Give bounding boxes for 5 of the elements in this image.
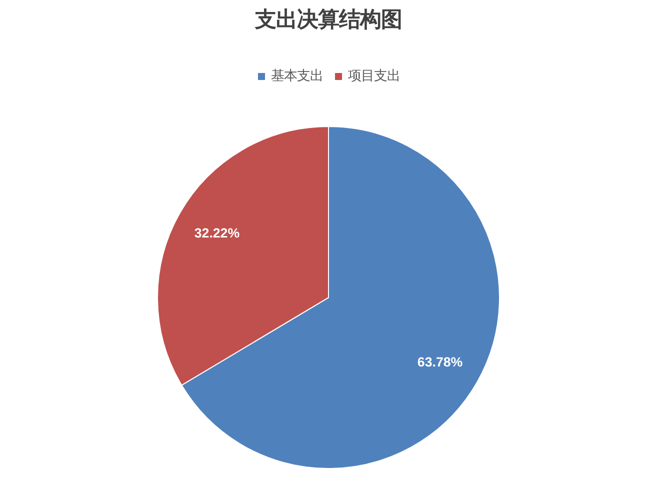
legend-label: 基本支出 <box>271 68 323 85</box>
chart-title: 支出决算结构图 <box>254 8 402 32</box>
legend-label: 项目支出 <box>348 68 400 85</box>
data-label: 63.78% <box>417 354 463 370</box>
data-label: 32.22% <box>194 226 240 241</box>
